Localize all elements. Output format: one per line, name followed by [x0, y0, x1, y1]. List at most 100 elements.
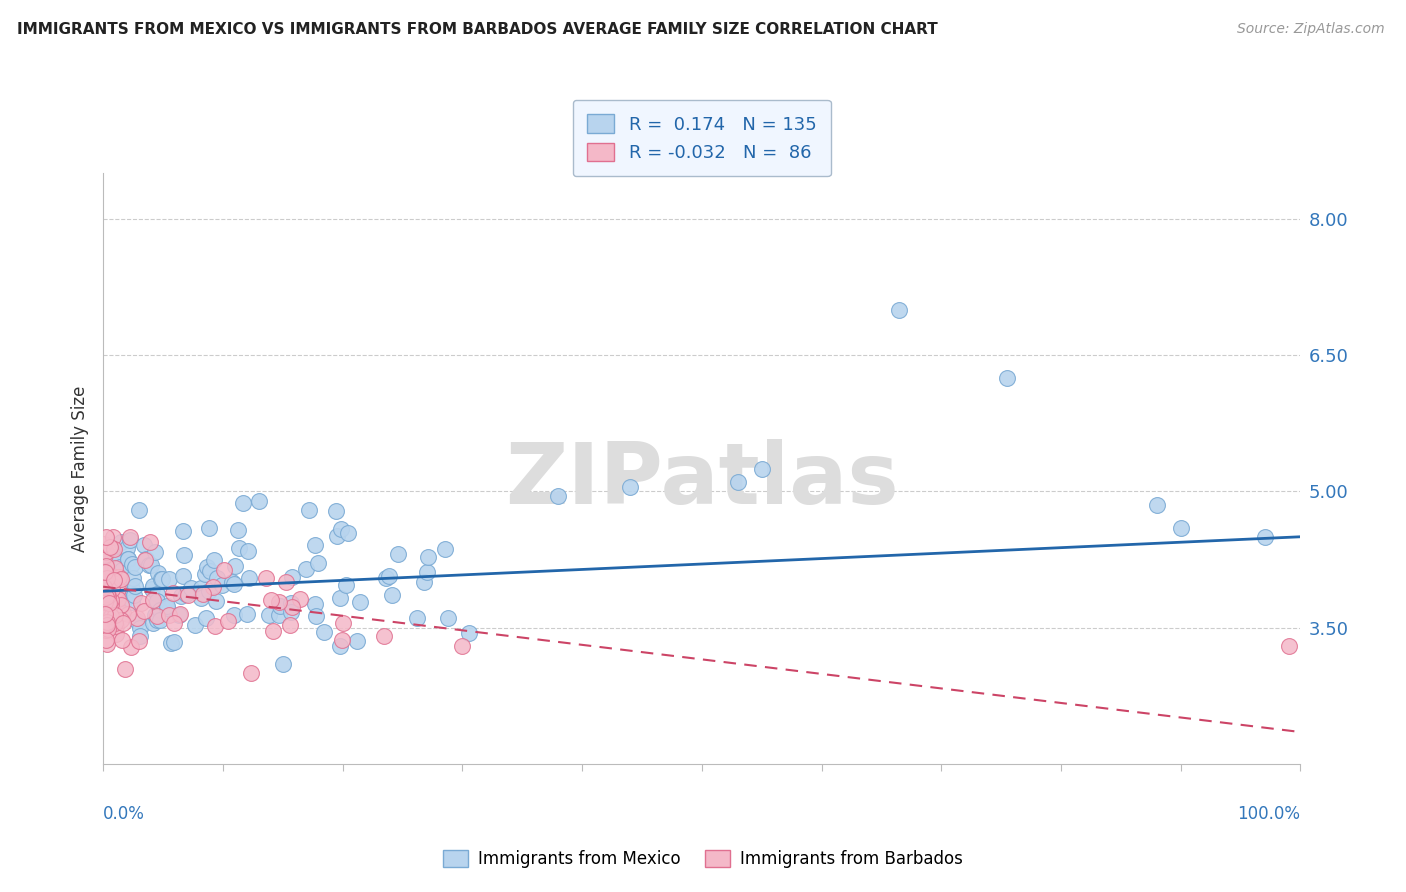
- Point: [346, 633, 368, 648]
- Point: [104, 616, 127, 631]
- Point: [149, 572, 172, 586]
- Text: 100.0%: 100.0%: [1237, 805, 1301, 823]
- Point: [124, 560, 146, 574]
- Point: [204, 594, 226, 608]
- Point: [104, 561, 127, 575]
- Point: [108, 560, 131, 574]
- Point: [224, 559, 246, 574]
- Y-axis label: Average Family Size: Average Family Size: [72, 385, 89, 552]
- Point: [142, 593, 165, 607]
- Point: [93, 536, 115, 550]
- Point: [96, 592, 118, 607]
- Point: [94, 548, 117, 562]
- Point: [110, 572, 132, 586]
- Point: [329, 591, 352, 606]
- Point: [278, 618, 301, 632]
- Point: [111, 562, 134, 576]
- Point: [314, 624, 336, 639]
- Point: [335, 577, 357, 591]
- Point: [94, 565, 117, 579]
- Point: [96, 615, 118, 630]
- Point: [1253, 530, 1275, 544]
- Point: [157, 573, 180, 587]
- Point: [103, 541, 125, 556]
- Point: [93, 595, 115, 609]
- Point: [98, 551, 121, 566]
- Point: [142, 579, 165, 593]
- Point: [727, 475, 749, 490]
- Point: [108, 570, 131, 584]
- Point: [93, 580, 115, 594]
- Point: [194, 611, 217, 625]
- Point: [262, 624, 284, 639]
- Point: [100, 597, 122, 611]
- Point: [121, 582, 143, 596]
- Point: [184, 618, 207, 632]
- Point: [304, 538, 326, 552]
- Point: [307, 556, 329, 570]
- Point: [117, 552, 139, 566]
- Point: [96, 637, 118, 651]
- Point: [100, 609, 122, 624]
- Point: [145, 609, 167, 624]
- Point: [96, 587, 118, 601]
- Point: [139, 558, 162, 573]
- Point: [94, 530, 117, 544]
- Point: [134, 538, 156, 552]
- Point: [129, 596, 152, 610]
- Point: [114, 662, 136, 676]
- Point: [163, 634, 186, 648]
- Point: [159, 636, 181, 650]
- Point: [451, 639, 474, 653]
- Point: [121, 595, 143, 609]
- Point: [222, 607, 245, 622]
- Point: [889, 302, 911, 317]
- Text: 0.0%: 0.0%: [103, 805, 145, 823]
- Point: [167, 608, 190, 623]
- Point: [214, 563, 236, 577]
- Point: [329, 639, 352, 653]
- Point: [138, 558, 160, 573]
- Point: [127, 611, 149, 625]
- Point: [98, 570, 121, 584]
- Point: [118, 533, 141, 548]
- Point: [375, 571, 398, 585]
- Point: [271, 657, 294, 672]
- Point: [619, 480, 641, 494]
- Point: [205, 570, 228, 584]
- Point: [107, 582, 129, 596]
- Legend: Immigrants from Mexico, Immigrants from Barbados: Immigrants from Mexico, Immigrants from …: [436, 843, 970, 875]
- Point: [329, 522, 352, 536]
- Point: [121, 557, 143, 571]
- Point: [336, 525, 359, 540]
- Point: [1170, 521, 1192, 535]
- Point: [110, 606, 132, 620]
- Point: [437, 611, 460, 625]
- Point: [121, 570, 143, 584]
- Point: [228, 541, 250, 556]
- Point: [103, 553, 125, 567]
- Point: [97, 622, 120, 636]
- Point: [162, 586, 184, 600]
- Point: [94, 623, 117, 637]
- Point: [117, 551, 139, 566]
- Point: [98, 541, 121, 555]
- Point: [97, 603, 120, 617]
- Point: [211, 578, 233, 592]
- Point: [280, 605, 302, 619]
- Point: [226, 523, 249, 537]
- Point: [190, 591, 212, 605]
- Point: [110, 633, 132, 648]
- Point: [145, 587, 167, 601]
- Point: [995, 371, 1018, 385]
- Point: [100, 592, 122, 607]
- Point: [105, 605, 128, 619]
- Point: [112, 607, 135, 621]
- Point: [238, 544, 260, 558]
- Point: [157, 607, 180, 622]
- Point: [176, 586, 198, 600]
- Point: [132, 604, 155, 618]
- Point: [1146, 498, 1168, 512]
- Point: [305, 608, 328, 623]
- Point: [101, 569, 124, 583]
